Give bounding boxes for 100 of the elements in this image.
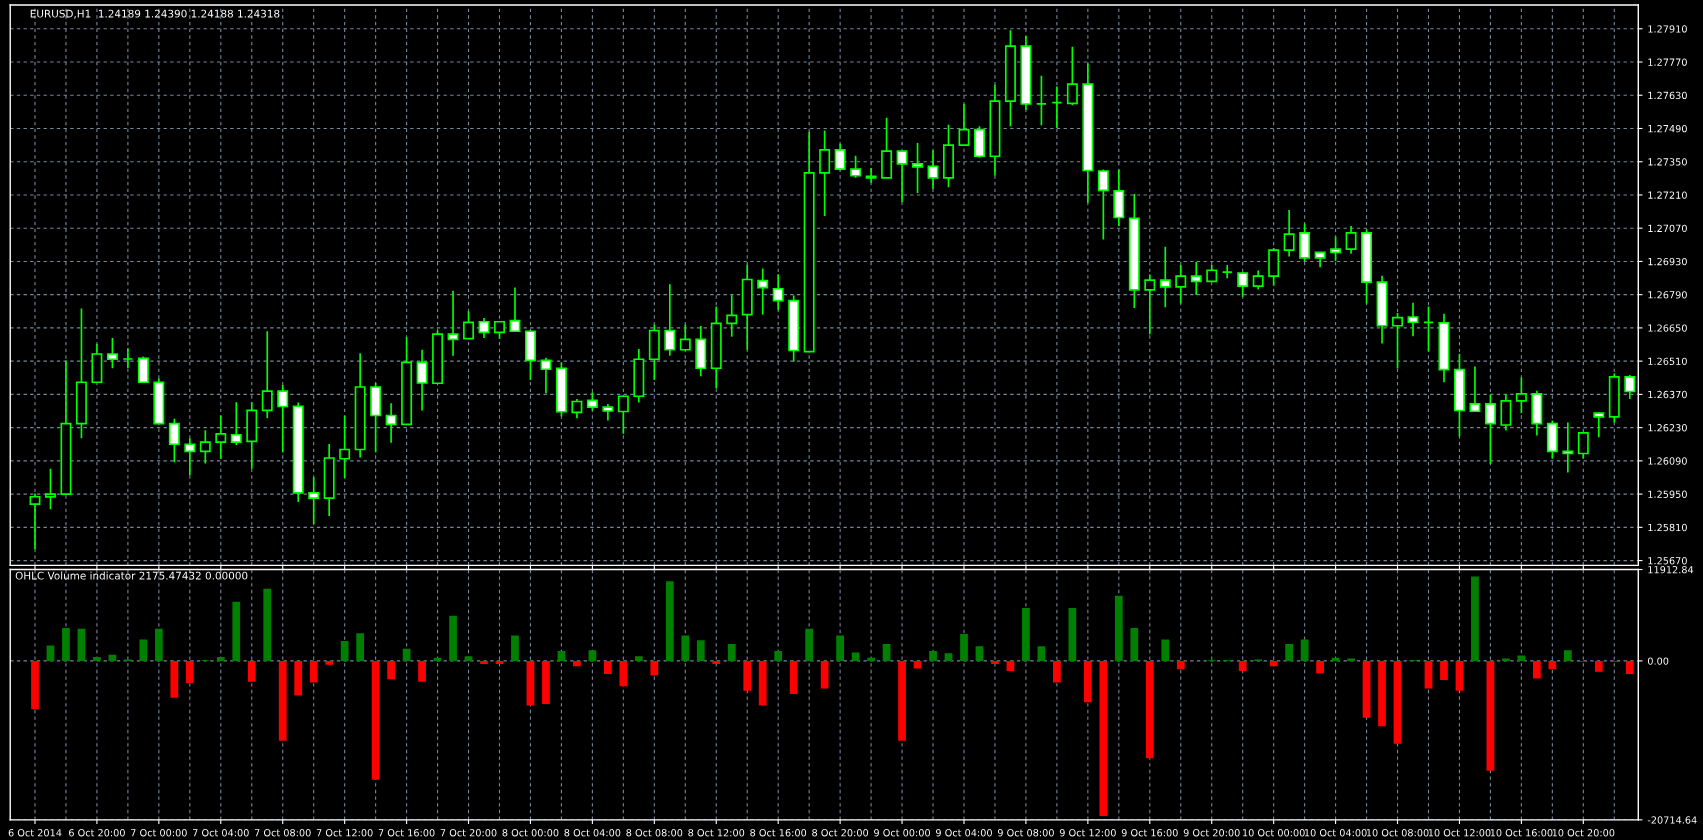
candlestick: [1345, 225, 1357, 255]
x-tick-label: 9 Oct 00:00: [874, 829, 931, 837]
bar: [62, 627, 70, 661]
y-tick-label: 0.00: [1647, 657, 1669, 665]
bar: [31, 660, 39, 710]
y-tick-label: 1.27490: [1648, 124, 1687, 133]
bar: [604, 660, 612, 674]
bar: [387, 660, 395, 680]
x-tick-label: 10 Oct 08:00: [1366, 829, 1429, 837]
bar: [185, 660, 194, 684]
candlestick: [1577, 430, 1589, 460]
bar: [727, 644, 736, 661]
bar: [139, 639, 148, 661]
bar: [1455, 660, 1464, 691]
bar: [542, 660, 550, 704]
candlestick: [1252, 269, 1264, 291]
x-tick-label: 8 Oct 12:00: [688, 829, 745, 837]
bar: [573, 660, 581, 667]
bar: [449, 615, 457, 661]
bar: [216, 657, 225, 661]
bar: [93, 657, 101, 661]
candlestick: [726, 294, 738, 338]
candlestick: [1515, 376, 1527, 414]
y-tick-label: 1.26790: [1648, 291, 1687, 299]
candlestick: [1051, 85, 1063, 129]
candlestick: [215, 414, 227, 460]
bar: [77, 628, 86, 661]
bar: [1161, 639, 1170, 661]
candlestick: [1175, 264, 1187, 305]
y-tick-label: 1.27070: [1648, 224, 1687, 233]
bar: [1471, 576, 1479, 661]
bar: [170, 660, 179, 698]
y-tick-label: 1.26370: [1648, 390, 1687, 399]
bar: [1300, 639, 1309, 661]
bar: [557, 650, 566, 661]
candlestick: [896, 150, 908, 203]
candlestick: [1330, 235, 1342, 262]
candlestick: [664, 283, 676, 357]
x-tick-label: 7 Oct 00:00: [131, 829, 187, 837]
bar: [1083, 660, 1092, 703]
candlestick: [617, 395, 629, 435]
candlestick: [571, 398, 583, 419]
candlestick: [1237, 271, 1249, 298]
candlestick: [230, 401, 242, 446]
bar: [1099, 660, 1108, 816]
bar: [991, 660, 999, 664]
bar: [758, 660, 767, 706]
bar: [278, 660, 287, 741]
candlestick: [199, 429, 211, 465]
candlestick: [1159, 245, 1171, 309]
bar: [247, 660, 256, 682]
x-tick-label: 8 Oct 00:00: [502, 829, 559, 837]
bar: [1486, 660, 1495, 771]
x-tick-label: 10 Oct 20:00: [1552, 829, 1615, 837]
x-tick-label: 7 Oct 20:00: [440, 829, 497, 837]
y-tick-label: 1.25950: [1648, 490, 1687, 498]
bar: [325, 660, 334, 665]
bar: [1548, 660, 1557, 670]
candlestick: [277, 384, 289, 454]
x-tick-label: 8 Oct 16:00: [750, 829, 807, 837]
bar: [1269, 660, 1278, 667]
bar: [309, 660, 318, 683]
bar: [650, 660, 659, 676]
bar: [944, 653, 953, 661]
candlestick: [679, 323, 691, 352]
x-tick-label: 6 Oct 20:00: [69, 829, 125, 837]
bar: [665, 581, 674, 661]
bar: [1625, 660, 1634, 674]
candlestick: [44, 467, 56, 511]
bar: [696, 640, 705, 661]
bar: [340, 640, 349, 661]
bar: [712, 660, 721, 664]
candlestick: [1221, 264, 1233, 280]
bar: [1316, 660, 1324, 674]
candlestick: [1407, 301, 1419, 338]
y-tick-label: 1.26090: [1648, 457, 1687, 465]
bar: [1068, 607, 1077, 661]
x-tick-label: 7 Oct 12:00: [316, 829, 373, 837]
candlestick: [540, 356, 552, 395]
bar: [1594, 660, 1603, 672]
x-tick-label: 9 Oct 12:00: [1059, 829, 1116, 837]
candlestick: [29, 492, 41, 551]
bar: [1563, 650, 1572, 661]
bar: [805, 628, 814, 661]
candlestick: [1469, 365, 1481, 413]
candlestick: [927, 149, 939, 190]
bar: [1285, 644, 1294, 661]
candlestick: [509, 286, 521, 333]
bar: [511, 635, 519, 661]
candlestick: [1283, 209, 1295, 258]
candlestick: [463, 310, 475, 340]
bar: [1362, 660, 1371, 718]
bar: [1114, 595, 1123, 661]
chart-title: EURUSD,H1 1.24189 1.24390 1.24188 1.24318: [30, 9, 280, 19]
bar: [836, 635, 844, 661]
candlestick: [122, 347, 134, 370]
candlestick: [106, 337, 118, 370]
bar: [960, 634, 968, 661]
bar: [1037, 646, 1046, 661]
bar: [882, 644, 891, 661]
